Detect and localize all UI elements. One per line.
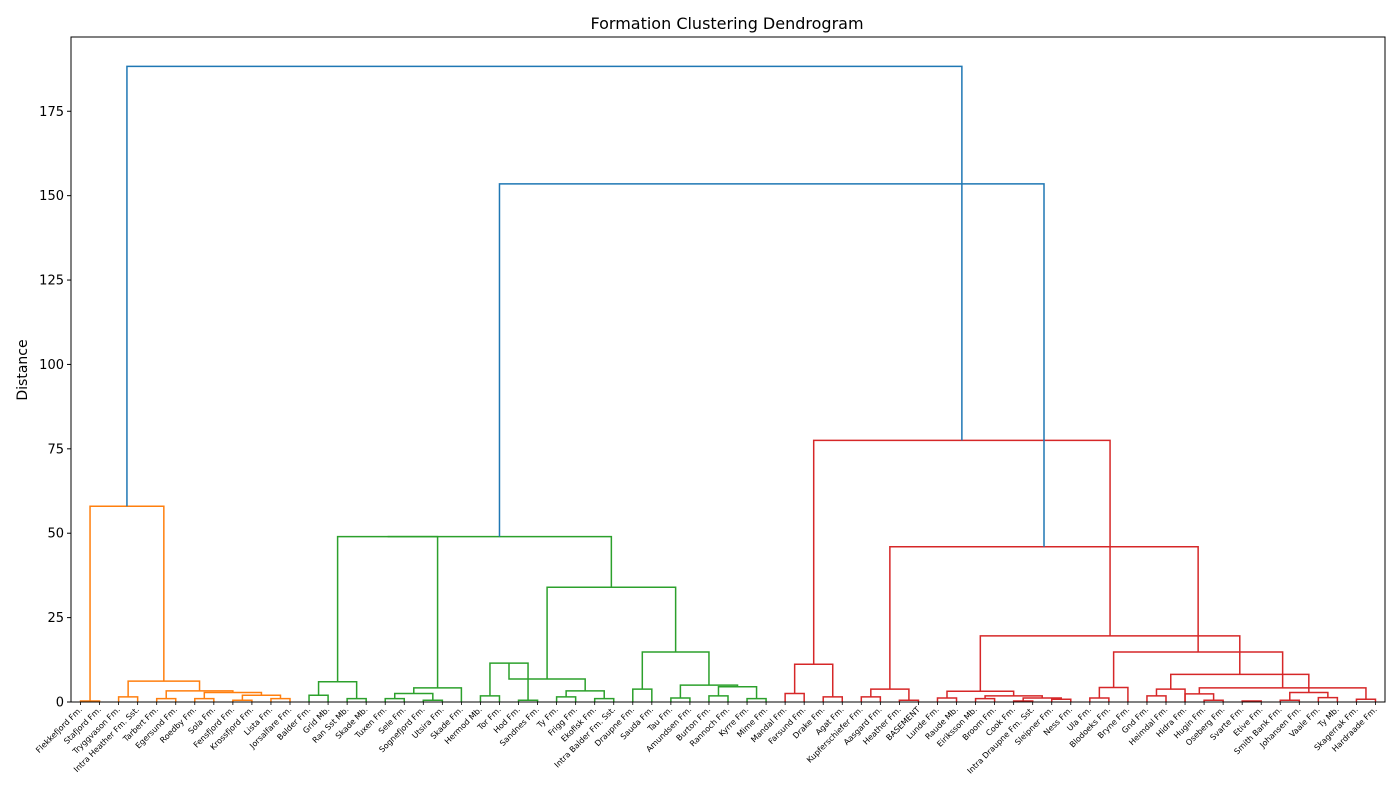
dendrogram-link xyxy=(498,183,1045,547)
dendrogram-link xyxy=(479,695,501,702)
dendrogram-link xyxy=(155,697,177,702)
chart-title: Formation Clustering Dendrogram xyxy=(590,14,863,33)
dendrogram-link xyxy=(632,688,653,702)
dendrogram-link xyxy=(1112,651,1284,688)
dendrogram-link xyxy=(241,694,282,701)
y-tick-label: 100 xyxy=(39,358,64,373)
dendrogram-link xyxy=(717,686,758,699)
dendrogram-link xyxy=(127,680,201,697)
dendrogram-link xyxy=(393,692,434,701)
dendrogram-link xyxy=(1170,673,1310,693)
dendrogram-link xyxy=(1289,691,1329,701)
dendrogram-link xyxy=(974,697,996,702)
dendrogram-link xyxy=(870,688,910,701)
dendrogram-link xyxy=(746,697,767,702)
dendrogram-link xyxy=(508,663,586,691)
dendrogram-link xyxy=(1317,696,1339,702)
dendrogram-link xyxy=(1098,686,1129,702)
dendrogram-link xyxy=(346,697,367,702)
plot-frame xyxy=(70,36,1386,703)
dendrogram-link xyxy=(641,651,710,690)
dendrogram-link xyxy=(679,684,739,698)
dendrogram-link xyxy=(793,663,834,697)
dendrogram-link xyxy=(308,694,329,702)
dendrogram-link xyxy=(889,545,1199,690)
y-axis-label: Distance xyxy=(15,339,31,400)
dendrogram-link xyxy=(270,697,291,702)
dendrogram-link xyxy=(555,696,577,702)
y-tick-label: 75 xyxy=(47,442,64,457)
y-tick-label: 0 xyxy=(56,696,64,711)
plot-axes xyxy=(70,36,1386,703)
dendrogram-link xyxy=(546,586,677,680)
dendrogram-link xyxy=(946,690,1015,698)
dendrogram-link xyxy=(384,697,406,702)
dendrogram-link xyxy=(979,635,1241,692)
dendrogram-link xyxy=(89,505,165,701)
dendrogram-link xyxy=(117,696,139,702)
dendrogram-link xyxy=(1241,700,1262,702)
y-axis-ticks: 0 25 50 75 100 125 150 175 xyxy=(39,105,71,711)
dendrogram-link xyxy=(1089,697,1110,702)
dendrogram-link xyxy=(984,695,1043,699)
y-tick-label: 125 xyxy=(39,274,64,289)
dendrogram-link xyxy=(387,535,613,588)
dendrogram-link xyxy=(670,697,691,702)
dendrogram-link xyxy=(489,662,529,701)
dendrogram-link xyxy=(317,680,358,699)
dendrogram-link xyxy=(336,535,439,688)
y-tick-label: 25 xyxy=(47,611,64,626)
y-tick-label: 50 xyxy=(47,527,64,542)
dendrogram-link xyxy=(1146,695,1167,702)
dendrogram-link xyxy=(822,696,844,702)
dendrogram-link xyxy=(936,697,958,702)
dendrogram-links xyxy=(79,65,1377,702)
dendrogram-link xyxy=(812,439,1111,665)
leaf-labels: Flekkefjord Fm.Stafjord Fm.Tryggvason Fm… xyxy=(34,702,1379,776)
dendrogram-link xyxy=(194,697,215,702)
dendrogram-link xyxy=(126,65,963,507)
dendrogram-link xyxy=(708,695,729,702)
dendrogram-link xyxy=(860,696,882,702)
dendrogram-link xyxy=(1198,687,1367,700)
dendrogram-link xyxy=(593,697,615,702)
y-tick-label: 175 xyxy=(39,105,64,120)
dendrogram-link xyxy=(784,692,805,702)
y-tick-label: 150 xyxy=(39,189,64,204)
